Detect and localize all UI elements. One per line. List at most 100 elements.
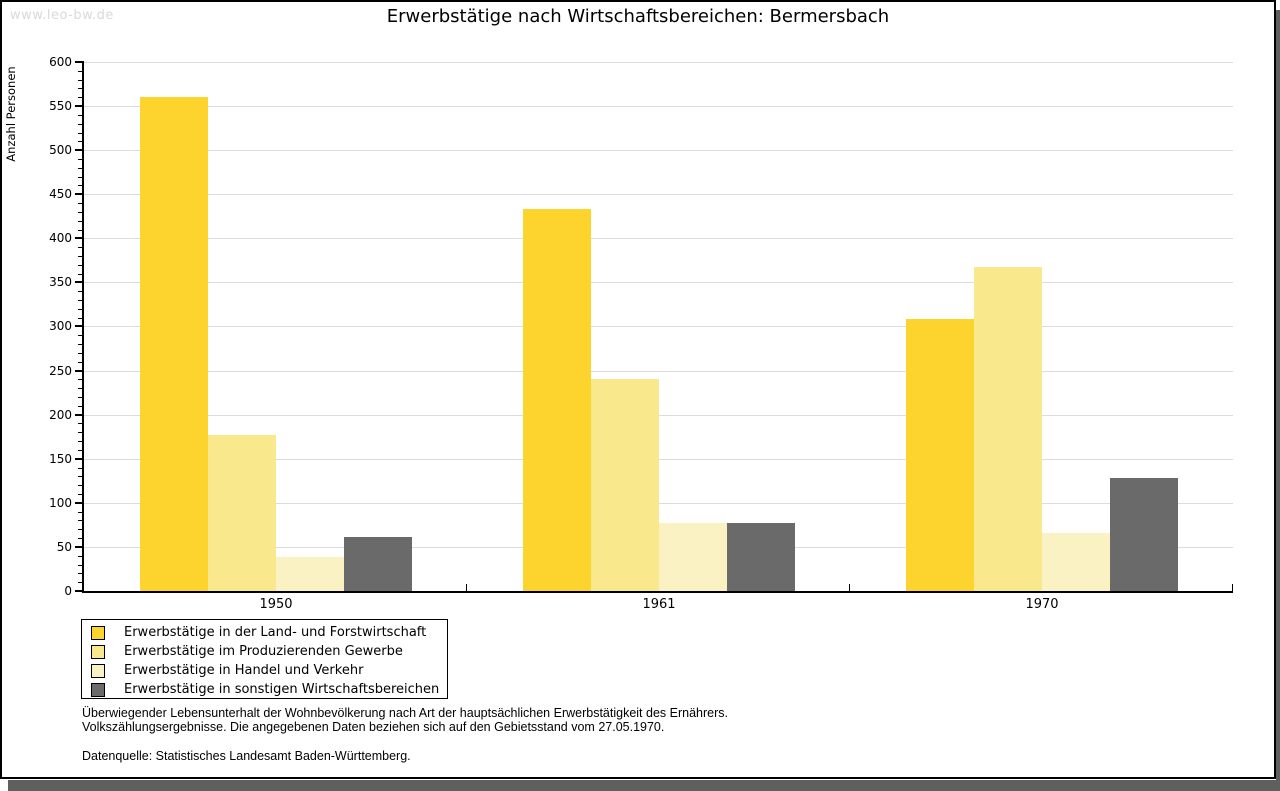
y-minor-tick-360 [78,274,82,275]
legend-label-4: Erwerbstätige in sonstigen Wirtschaftsbe… [124,682,440,697]
y-minor-tick-40 [78,556,82,557]
y-minor-tick-430 [78,212,82,213]
y-minor-tick-490 [78,159,82,160]
y-minor-tick-130 [78,476,82,477]
y-major-tick-450 [75,193,82,195]
y-minor-tick-390 [78,247,82,248]
bar-1961-series3 [659,523,727,591]
y-major-tick-350 [75,281,82,283]
y-minor-tick-540 [78,115,82,116]
y-major-tick-400 [75,237,82,239]
legend-label-1: Erwerbstätige in der Land- und Forstwirt… [124,625,427,640]
y-axis-title: Anzahl Personen [4,66,18,162]
y-minor-tick-290 [78,335,82,336]
y-tick-label-350: 350 [49,275,72,289]
gridline-350 [84,282,1233,283]
footnote-block: Überwiegender Lebensunterhalt der Wohnbe… [82,706,982,764]
y-tick-label-0: 0 [64,584,72,598]
footnote-line-1: Überwiegender Lebensunterhalt der Wohnbe… [82,706,728,720]
gridline-250 [84,371,1233,372]
y-minor-tick-460 [78,185,82,186]
y-minor-tick-580 [78,80,82,81]
legend-swatch-4 [91,682,105,697]
y-tick-label-300: 300 [49,319,72,333]
y-minor-tick-20 [78,573,82,574]
chart-title: Erwerbstätige nach Wirtschaftsbereichen:… [386,6,890,27]
y-minor-tick-10 [78,582,82,583]
bar-1961-series2 [591,379,659,591]
y-minor-tick-380 [78,256,82,257]
y-minor-tick-70 [78,529,82,530]
legend-label-2: Erwerbstätige im Produzierenden Gewerbe [124,644,403,659]
y-minor-tick-260 [78,362,82,363]
legend-swatch-2 [91,644,105,659]
x-boundary-tick-1 [466,584,467,591]
y-minor-tick-240 [78,379,82,380]
y-major-tick-600 [75,61,82,63]
y-minor-tick-210 [78,406,82,407]
y-minor-tick-320 [78,309,82,310]
gridline-500 [84,150,1233,151]
y-minor-tick-90 [78,512,82,513]
gridline-300 [84,326,1233,327]
y-minor-tick-270 [78,353,82,354]
y-minor-tick-420 [78,221,82,222]
legend-row-3: Erwerbstätige in Handel und Verkehr [82,661,447,680]
bar-1961-series1 [523,209,591,591]
legend-swatch-3 [91,663,105,678]
x-boundary-tick-2 [849,584,850,591]
y-axis-line [82,61,84,593]
x-category-label-1970: 1970 [1025,597,1059,612]
bar-1970-series3 [1042,533,1110,591]
y-minor-tick-570 [78,88,82,89]
y-minor-tick-410 [78,230,82,231]
y-minor-tick-120 [78,485,82,486]
footnote-line-2: Volkszählungsergebnisse. Die angegebenen… [82,719,665,734]
y-minor-tick-480 [78,168,82,169]
bar-1970-series4 [1110,478,1178,591]
y-tick-label-450: 450 [49,187,72,201]
y-tick-label-550: 550 [49,99,72,113]
gridline-600 [84,62,1233,63]
y-major-tick-150 [75,458,82,460]
y-tick-label-200: 200 [49,408,72,422]
drop-shadow-right [1276,10,1280,780]
y-major-tick-0 [75,590,82,592]
y-tick-label-100: 100 [49,496,72,510]
y-minor-tick-340 [78,291,82,292]
legend-row-1: Erwerbstätige in der Land- und Forstwirt… [82,623,447,642]
watermark-leo-bw: www.leo-bw.de [10,8,114,23]
y-minor-tick-470 [78,177,82,178]
y-tick-label-250: 250 [49,364,72,378]
bar-1950-series2 [208,435,276,591]
y-minor-tick-280 [78,344,82,345]
bar-1950-series1 [140,97,208,591]
y-tick-label-600: 600 [49,55,72,69]
y-tick-label-150: 150 [49,452,72,466]
y-major-tick-200 [75,414,82,416]
y-minor-tick-520 [78,133,82,134]
y-minor-tick-60 [78,538,82,539]
y-major-tick-500 [75,149,82,151]
y-minor-tick-140 [78,468,82,469]
y-minor-tick-510 [78,141,82,142]
legend-box: Erwerbstätige in der Land- und Forstwirt… [81,619,448,699]
y-minor-tick-530 [78,124,82,125]
bar-1970-series2 [974,267,1042,591]
x-category-label-1950: 1950 [259,597,293,612]
drop-shadow-bottom [8,780,1280,791]
y-minor-tick-190 [78,423,82,424]
y-minor-tick-370 [78,265,82,266]
legend-label-3: Erwerbstätige in Handel und Verkehr [124,663,364,678]
bar-1950-series3 [276,557,344,591]
y-minor-tick-180 [78,432,82,433]
x-boundary-tick-3 [1232,584,1233,591]
y-tick-label-50: 50 [56,540,72,554]
y-minor-tick-170 [78,441,82,442]
y-major-tick-50 [75,546,82,548]
x-axis-line [82,591,1233,593]
y-minor-tick-230 [78,388,82,389]
y-minor-tick-330 [78,300,82,301]
footnote-source: Datenquelle: Statistisches Landesamt Bad… [82,749,411,763]
